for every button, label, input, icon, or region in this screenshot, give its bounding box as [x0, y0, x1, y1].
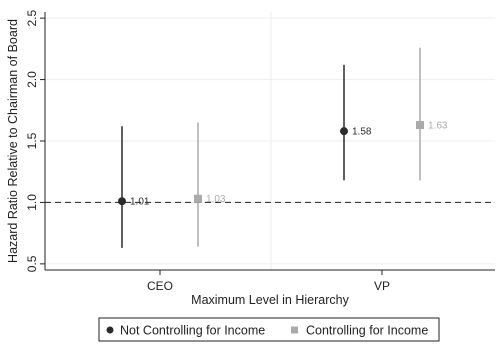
data-point-marker	[340, 127, 348, 136]
legend-label-not-controlling: Not Controlling for Income	[120, 324, 265, 338]
x-axis-title: Maximum Level in Hierarchy	[191, 293, 349, 307]
y-tick-label: 0.5	[25, 255, 39, 272]
data-label: 1.03	[206, 194, 226, 205]
y-axis-ticks: 0.5 1.0 1.5 2.0 2.5	[25, 9, 45, 272]
data-label: 1.58	[352, 127, 372, 138]
x-tick-label: VP	[374, 279, 390, 293]
data-point-marker	[416, 121, 424, 130]
y-axis-title: Hazard Ratio Relative to Chairman of Boa…	[6, 19, 20, 263]
legend-marker-controlling	[291, 326, 298, 334]
data-marks: 1.01 1.58 1.03 1.63	[118, 47, 448, 248]
data-point-marker	[194, 194, 202, 203]
data-label: 1.63	[428, 121, 448, 132]
legend-label-controlling: Controlling for Income	[306, 324, 428, 338]
legend-marker-not-controlling	[106, 326, 114, 334]
data-point-marker	[118, 197, 126, 206]
y-tick-label: 1.0	[25, 194, 39, 211]
y-tick-label: 2.5	[25, 9, 39, 26]
data-label: 1.01	[130, 197, 150, 208]
legend: Not Controlling for Income Controlling f…	[98, 317, 440, 342]
y-tick-label: 1.5	[25, 132, 39, 149]
x-tick-label: CEO	[147, 279, 173, 293]
x-axis-ticks: CEO VP	[147, 270, 390, 293]
y-tick-label: 2.0	[25, 71, 39, 88]
legend-box	[98, 317, 440, 342]
